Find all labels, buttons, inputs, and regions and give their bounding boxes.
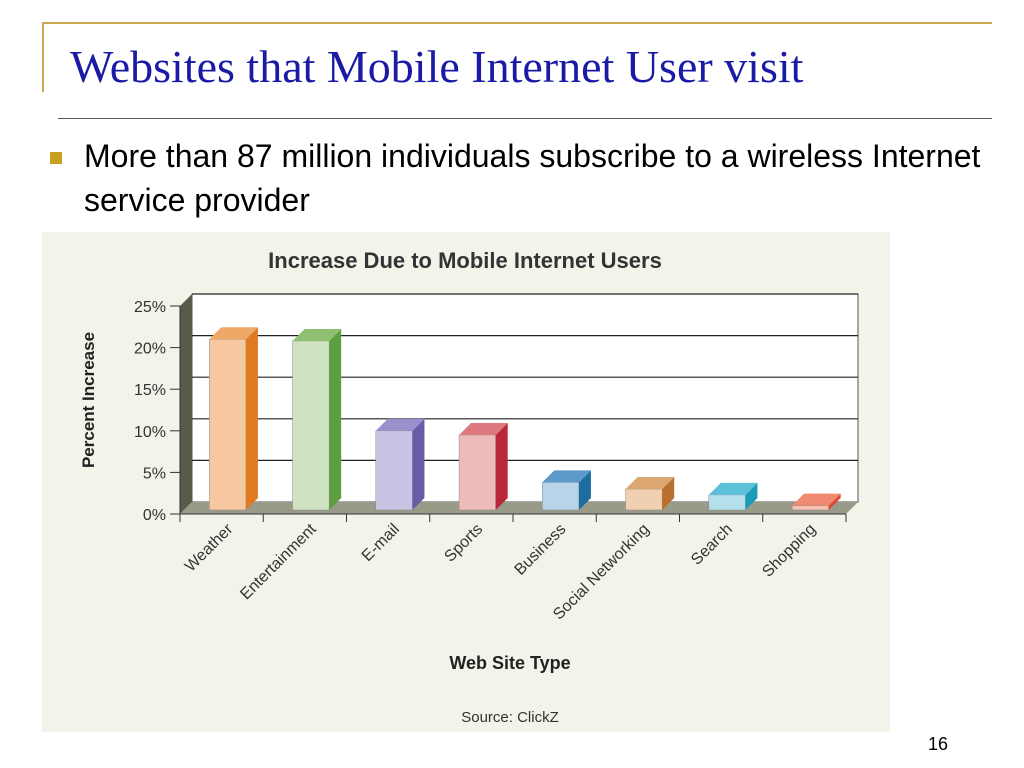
bar-side xyxy=(662,477,675,510)
y-axis-label: Percent Increase xyxy=(79,332,98,468)
x-tick-label: Business xyxy=(512,521,570,579)
bar xyxy=(542,470,591,511)
slide-title: Websites that Mobile Internet User visit xyxy=(70,41,804,92)
y-tick-label: 20% xyxy=(134,341,166,358)
frame-horizontal-accent xyxy=(42,22,992,24)
bar-top xyxy=(708,482,758,495)
bar-side xyxy=(578,470,591,510)
bullet-text: More than 87 million individuals subscri… xyxy=(84,138,981,218)
x-axis-label: Web Site Type xyxy=(449,653,570,673)
y-tick-label: 5% xyxy=(143,465,166,482)
y-tick-label: 10% xyxy=(134,424,166,441)
plot-side-wall xyxy=(180,294,192,514)
plot-floor xyxy=(180,502,858,514)
chart-container: Increase Due to Mobile Internet Users 0%… xyxy=(42,232,890,732)
y-tick-label: 15% xyxy=(134,382,166,399)
bar-face xyxy=(209,339,247,511)
bar-top xyxy=(459,422,508,435)
bar xyxy=(458,422,508,511)
bar-face xyxy=(708,494,746,511)
bar xyxy=(209,327,258,511)
y-tick-label: 0% xyxy=(143,507,166,524)
x-tick-label: E-mail xyxy=(359,521,403,565)
bar-face xyxy=(542,482,580,511)
bar xyxy=(375,418,425,511)
bar-side xyxy=(745,482,758,510)
bar-face xyxy=(375,430,413,511)
bar-top xyxy=(792,493,841,506)
bar-side xyxy=(495,422,508,510)
bar-side xyxy=(828,493,841,510)
x-tick-label: Shopping xyxy=(759,521,819,581)
bar xyxy=(625,477,675,511)
y-tick-label: 25% xyxy=(134,299,166,316)
bar-face xyxy=(625,488,663,511)
bar-side xyxy=(245,327,258,510)
x-tick-label: Sports xyxy=(441,521,486,566)
bar-top xyxy=(625,477,675,490)
page-number: 16 xyxy=(928,734,949,754)
bar xyxy=(708,482,758,511)
bar-top xyxy=(209,327,258,340)
frame-vertical-accent xyxy=(42,22,44,92)
x-tick-label: Entertainment xyxy=(237,520,320,603)
bar-face xyxy=(458,434,496,511)
bar-side xyxy=(329,328,342,510)
bar-side xyxy=(412,418,425,510)
bar-face xyxy=(791,505,829,511)
x-tick-label: Weather xyxy=(182,520,237,575)
title-divider xyxy=(58,118,992,119)
plot-background xyxy=(191,293,859,503)
bar xyxy=(292,328,342,511)
plot-area: 0% 5% 10% 15% 20% 25% Weather Entertainment E-ma… xyxy=(134,293,859,623)
bar-top xyxy=(542,470,591,483)
bar-face xyxy=(292,340,330,511)
chart-title: Increase Due to Mobile Internet Users xyxy=(268,248,662,273)
chart-source: Source: ClickZ xyxy=(461,709,559,726)
x-tick-label: Search xyxy=(688,521,736,569)
bar-chart: Increase Due to Mobile Internet Users 0%… xyxy=(79,248,859,726)
bar xyxy=(791,493,841,511)
bar-top xyxy=(292,328,342,341)
bar-top xyxy=(375,418,425,431)
bullet-marker xyxy=(50,152,62,164)
